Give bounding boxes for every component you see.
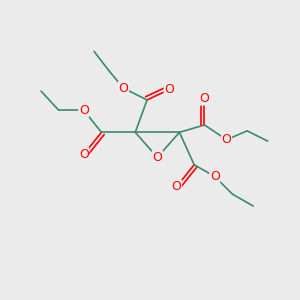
Text: O: O xyxy=(79,148,89,161)
Text: O: O xyxy=(152,151,162,164)
Text: O: O xyxy=(210,170,220,183)
Text: O: O xyxy=(79,104,89,117)
Text: O: O xyxy=(200,92,209,105)
Text: O: O xyxy=(222,133,232,146)
Text: O: O xyxy=(118,82,128,95)
Text: O: O xyxy=(172,180,182,193)
Text: O: O xyxy=(164,83,174,96)
